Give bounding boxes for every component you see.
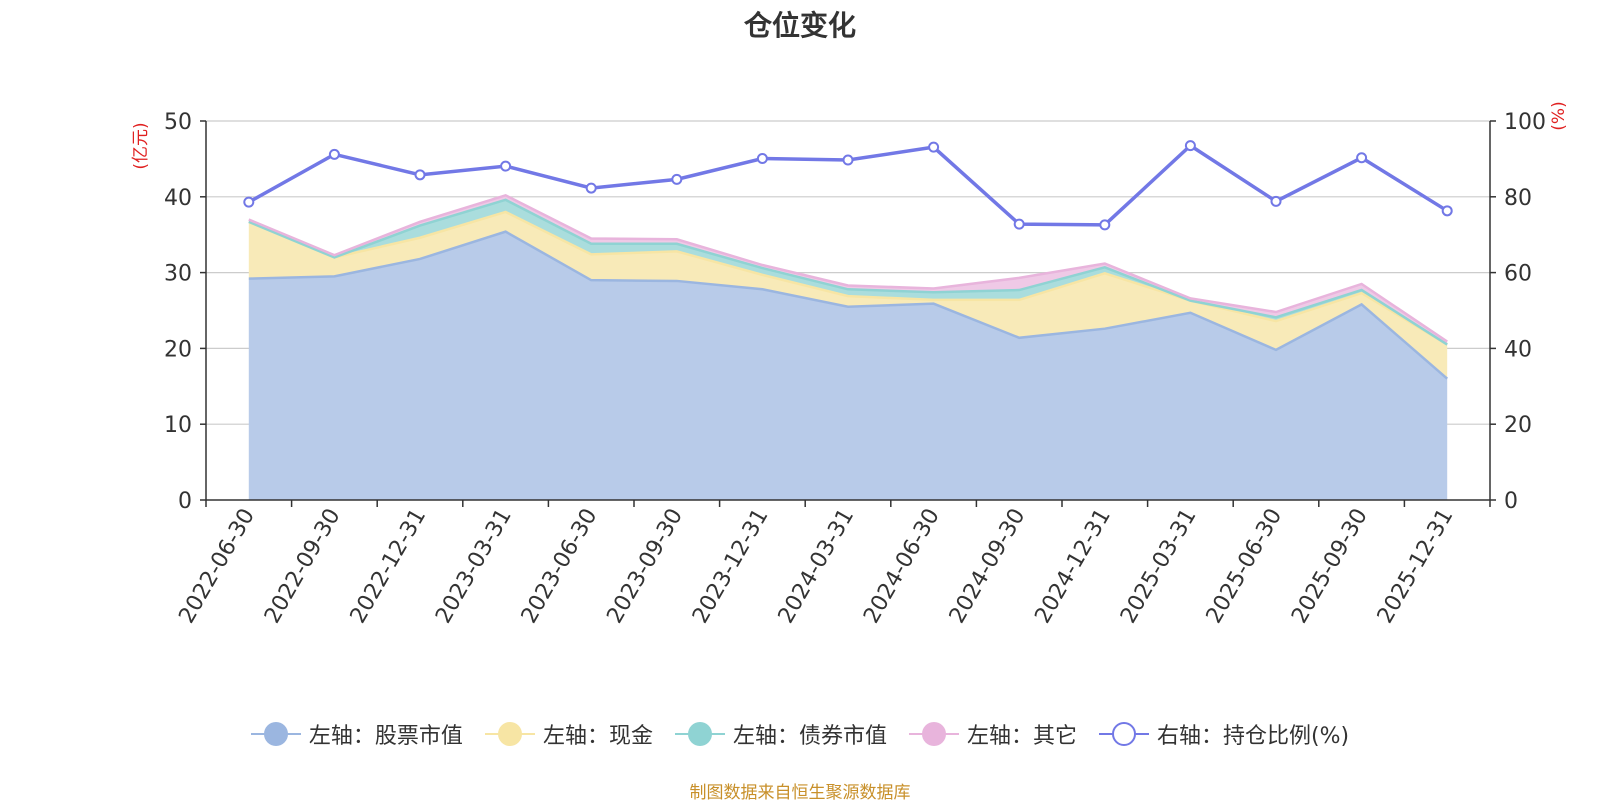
x-axis-tick-label: 2022-09-30 xyxy=(260,505,346,628)
x-axis-tick-label: 2022-12-31 xyxy=(346,505,432,628)
x-axis-tick-label: 2023-03-31 xyxy=(431,504,517,627)
legend-item-stock[interactable]: 左轴：股票市值 xyxy=(250,718,463,750)
ratio-line-layer xyxy=(243,140,1453,231)
right-axis-tick-label: 40 xyxy=(1504,337,1532,362)
left-axis-tick-label: 0 xyxy=(178,489,192,514)
ratio-point[interactable] xyxy=(928,141,940,153)
legend-item-other[interactable]: 左轴：其它 xyxy=(908,718,1077,750)
ratio-point[interactable] xyxy=(1441,205,1453,217)
legend-stock-marker-icon xyxy=(250,721,301,747)
right-axis-tick-label: 60 xyxy=(1504,262,1532,287)
ratio-point[interactable] xyxy=(1099,219,1111,231)
legend-item-bond[interactable]: 左轴：债券市值 xyxy=(674,718,887,750)
x-axis-tick-label: 2024-03-31 xyxy=(774,505,860,628)
right-axis-tick-label: 20 xyxy=(1504,413,1532,438)
legend-bond-marker-icon xyxy=(674,721,725,747)
ratio-point[interactable] xyxy=(1013,218,1025,230)
x-axis-tick-label: 2025-06-30 xyxy=(1202,505,1288,628)
ratio-point[interactable] xyxy=(500,160,512,172)
ratio-point[interactable] xyxy=(414,169,426,181)
ratio-point[interactable] xyxy=(1184,140,1196,152)
area-fill-series-0 xyxy=(248,231,1448,500)
area-edge-series-2 xyxy=(248,198,1448,346)
ratio-point[interactable] xyxy=(243,196,255,208)
left-axis-tick-label: 20 xyxy=(164,337,192,362)
legend-cash-marker-icon xyxy=(484,721,535,747)
right-axis-tick-label: 80 xyxy=(1504,186,1532,211)
stacked-areas xyxy=(248,193,1449,500)
left-axis-tick-label: 30 xyxy=(164,262,192,287)
right-axis-unit-label: (%) xyxy=(1549,101,1569,130)
legend-ratio-marker-icon xyxy=(1098,721,1149,747)
ratio-point[interactable] xyxy=(585,182,597,194)
legend: 左轴：股票市值 左轴：现金 左轴：债券市值 左轴：其它 右轴：持仓比例(%) xyxy=(0,718,1600,750)
legend-other-marker-icon xyxy=(908,721,959,747)
area-edge-series-0 xyxy=(248,230,1449,380)
legend-item-cash[interactable]: 左轴：现金 xyxy=(484,718,653,750)
x-axis-tick-label: 2025-09-30 xyxy=(1287,505,1373,628)
ratio-point[interactable] xyxy=(1270,195,1282,207)
x-axis-tick-label: 2023-06-30 xyxy=(517,505,603,628)
data-source-note: 制图数据来自恒生聚源数据库 xyxy=(689,783,911,803)
left-axis-tick-label: 50 xyxy=(164,110,192,135)
legend-other-label: 左轴：其它 xyxy=(966,724,1077,749)
area-edge-series-1 xyxy=(248,210,1448,346)
legend-item-ratio[interactable]: 右轴：持仓比例(%) xyxy=(1098,718,1350,750)
area-fill-series-1 xyxy=(248,211,1448,379)
x-axis-tick-label: 2025-03-31 xyxy=(1116,505,1202,628)
area-edge-series-3 xyxy=(248,193,1448,343)
left-axis-tick-label: 40 xyxy=(164,186,192,211)
legend-bond-label: 左轴：债券市值 xyxy=(732,724,887,749)
x-axis-tick-label: 2024-06-30 xyxy=(859,505,945,628)
ratio-point[interactable] xyxy=(1356,152,1368,164)
ratio-point[interactable] xyxy=(671,173,683,185)
left-axis-tick-label: 10 xyxy=(164,413,192,438)
left-axis-unit-label: (亿元) xyxy=(131,122,151,169)
x-axis-tick-label: 2023-09-30 xyxy=(602,505,688,628)
ratio-point[interactable] xyxy=(842,154,854,166)
right-axis-tick-label: 0 xyxy=(1504,489,1518,514)
ratio-point[interactable] xyxy=(328,148,340,160)
x-axis-tick-label: 2024-12-31 xyxy=(1030,505,1116,628)
ratio-point[interactable] xyxy=(756,153,768,165)
x-axis-tick-label: 2025-12-31 xyxy=(1373,505,1459,628)
right-axis-tick-label: 100 xyxy=(1504,110,1546,135)
x-axis-tick-label: 2022-06-30 xyxy=(174,505,260,628)
x-axis-tick-label: 2024-09-30 xyxy=(945,505,1031,628)
legend-cash-label: 左轴：现金 xyxy=(542,724,653,749)
legend-stock-label: 左轴：股票市值 xyxy=(308,724,463,749)
chart-title: 仓位变化 xyxy=(743,9,856,42)
legend-ratio-label: 右轴：持仓比例(%) xyxy=(1156,724,1350,749)
x-axis-tick-label: 2023-12-31 xyxy=(688,505,774,628)
